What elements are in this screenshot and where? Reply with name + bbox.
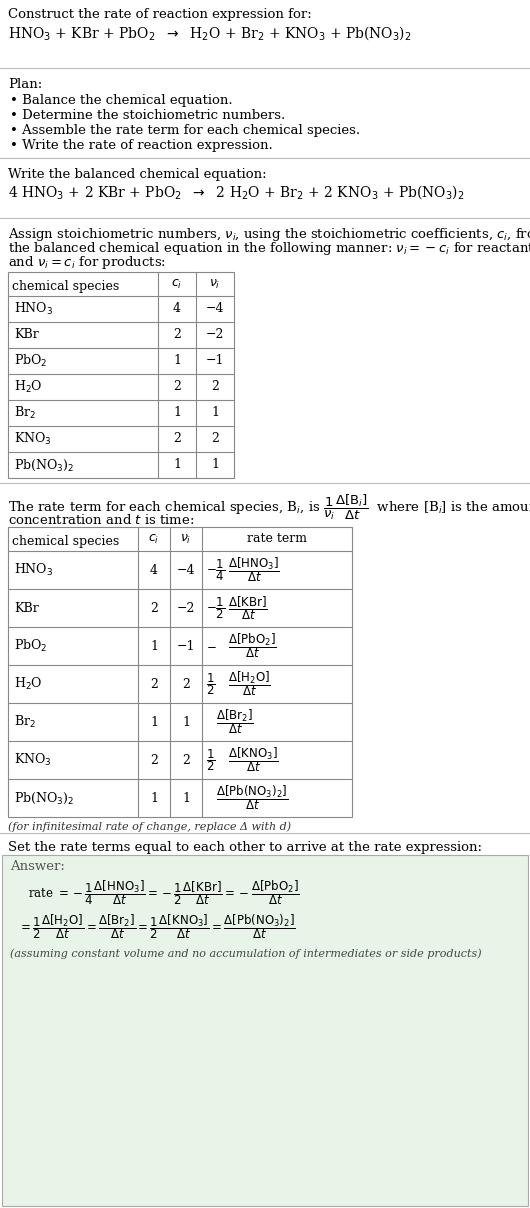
Text: $= \dfrac{1}{2}\dfrac{\Delta[\mathrm{H_2O}]}{\Delta t} = \dfrac{\Delta[\mathrm{B: $= \dfrac{1}{2}\dfrac{\Delta[\mathrm{H_2… xyxy=(18,912,296,941)
Text: −4: −4 xyxy=(206,302,224,315)
Text: HNO$_3$: HNO$_3$ xyxy=(14,301,53,316)
Text: KBr: KBr xyxy=(14,329,39,342)
Text: $\dfrac{\Delta[\mathrm{Pb(NO_3)_2}]}{\Delta t}$: $\dfrac{\Delta[\mathrm{Pb(NO_3)_2}]}{\De… xyxy=(216,784,288,813)
Text: 2: 2 xyxy=(182,754,190,767)
Text: $c_i$: $c_i$ xyxy=(148,533,160,546)
Text: −2: −2 xyxy=(177,602,195,615)
Text: 1: 1 xyxy=(150,639,158,652)
Text: $\dfrac{1}{2}$: $\dfrac{1}{2}$ xyxy=(206,748,216,773)
Text: H$_2$O: H$_2$O xyxy=(14,379,42,395)
Bar xyxy=(8,527,352,817)
Text: 1: 1 xyxy=(211,407,219,419)
Text: −2: −2 xyxy=(206,329,224,342)
Text: 2: 2 xyxy=(173,329,181,342)
Text: • Determine the stoichiometric numbers.: • Determine the stoichiometric numbers. xyxy=(10,109,285,122)
Text: • Assemble the rate term for each chemical species.: • Assemble the rate term for each chemic… xyxy=(10,124,360,137)
Text: HNO$_3$: HNO$_3$ xyxy=(14,562,53,579)
Text: the balanced chemical equation in the following manner: $\nu_i = -c_i$ for react: the balanced chemical equation in the fo… xyxy=(8,240,530,257)
Text: Plan:: Plan: xyxy=(8,79,42,91)
Text: $-\dfrac{1}{4}$: $-\dfrac{1}{4}$ xyxy=(206,557,225,582)
Text: 2: 2 xyxy=(150,678,158,691)
Text: (assuming constant volume and no accumulation of intermediates or side products): (assuming constant volume and no accumul… xyxy=(10,948,482,959)
Text: 1: 1 xyxy=(182,791,190,805)
Text: Pb(NO$_3$)$_2$: Pb(NO$_3$)$_2$ xyxy=(14,458,74,472)
Text: Br$_2$: Br$_2$ xyxy=(14,714,36,730)
Text: $\dfrac{1}{2}$: $\dfrac{1}{2}$ xyxy=(206,672,216,697)
Text: Construct the rate of reaction expression for:: Construct the rate of reaction expressio… xyxy=(8,8,312,21)
Text: $\dfrac{\Delta[\mathrm{KBr}]}{\Delta t}$: $\dfrac{\Delta[\mathrm{KBr}]}{\Delta t}$ xyxy=(228,594,268,622)
Text: Write the balanced chemical equation:: Write the balanced chemical equation: xyxy=(8,168,267,181)
Bar xyxy=(2,855,528,1206)
Text: rate $= -\dfrac{1}{4}\dfrac{\Delta[\mathrm{HNO_3}]}{\Delta t} = -\dfrac{1}{2}\df: rate $= -\dfrac{1}{4}\dfrac{\Delta[\math… xyxy=(28,878,300,907)
Text: 2: 2 xyxy=(173,432,181,446)
Text: KNO$_3$: KNO$_3$ xyxy=(14,431,51,447)
Text: $\nu_i$: $\nu_i$ xyxy=(209,278,220,291)
Text: 2: 2 xyxy=(211,432,219,446)
Text: $-$: $-$ xyxy=(206,639,217,652)
Text: HNO$_3$ + KBr + PbO$_2$  $\rightarrow$  H$_2$O + Br$_2$ + KNO$_3$ + Pb(NO$_3$)$_: HNO$_3$ + KBr + PbO$_2$ $\rightarrow$ H$… xyxy=(8,24,412,42)
Text: $\dfrac{\Delta[\mathrm{PbO_2}]}{\Delta t}$: $\dfrac{\Delta[\mathrm{PbO_2}]}{\Delta t… xyxy=(228,632,277,661)
Bar xyxy=(8,272,234,478)
Text: 4: 4 xyxy=(173,302,181,315)
Text: 4: 4 xyxy=(150,563,158,576)
Text: 1: 1 xyxy=(173,354,181,367)
Text: 2: 2 xyxy=(150,602,158,615)
Text: −1: −1 xyxy=(176,639,195,652)
Text: 2: 2 xyxy=(150,754,158,767)
Text: KNO$_3$: KNO$_3$ xyxy=(14,751,51,768)
Text: $-\dfrac{1}{2}$: $-\dfrac{1}{2}$ xyxy=(206,596,225,621)
Text: 2: 2 xyxy=(182,678,190,691)
Text: $\dfrac{\Delta[\mathrm{H_2O}]}{\Delta t}$: $\dfrac{\Delta[\mathrm{H_2O}]}{\Delta t}… xyxy=(228,669,271,698)
Text: rate term: rate term xyxy=(247,533,307,546)
Text: −4: −4 xyxy=(176,563,195,576)
Text: Br$_2$: Br$_2$ xyxy=(14,405,36,422)
Text: 1: 1 xyxy=(150,791,158,805)
Text: chemical species: chemical species xyxy=(12,280,119,294)
Text: 1: 1 xyxy=(173,459,181,471)
Text: Assign stoichiometric numbers, $\nu_i$, using the stoichiometric coefficients, $: Assign stoichiometric numbers, $\nu_i$, … xyxy=(8,226,530,243)
Text: Pb(NO$_3$)$_2$: Pb(NO$_3$)$_2$ xyxy=(14,790,74,806)
Text: $\dfrac{\Delta[\mathrm{KNO_3}]}{\Delta t}$: $\dfrac{\Delta[\mathrm{KNO_3}]}{\Delta t… xyxy=(228,745,279,774)
Text: 1: 1 xyxy=(211,459,219,471)
Text: concentration and $t$ is time:: concentration and $t$ is time: xyxy=(8,513,195,527)
Text: 1: 1 xyxy=(173,407,181,419)
Text: $\dfrac{\Delta[\mathrm{HNO_3}]}{\Delta t}$: $\dfrac{\Delta[\mathrm{HNO_3}]}{\Delta t… xyxy=(228,556,280,585)
Text: 4 HNO$_3$ + 2 KBr + PbO$_2$  $\rightarrow$  2 H$_2$O + Br$_2$ + 2 KNO$_3$ + Pb(N: 4 HNO$_3$ + 2 KBr + PbO$_2$ $\rightarrow… xyxy=(8,182,465,201)
Text: PbO$_2$: PbO$_2$ xyxy=(14,638,47,654)
Text: $c_i$: $c_i$ xyxy=(171,278,183,291)
Text: The rate term for each chemical species, B$_i$, is $\dfrac{1}{\nu_i}\dfrac{\Delt: The rate term for each chemical species,… xyxy=(8,493,530,522)
Text: 1: 1 xyxy=(182,715,190,728)
Text: $\dfrac{\Delta[\mathrm{Br_2}]}{\Delta t}$: $\dfrac{\Delta[\mathrm{Br_2}]}{\Delta t}… xyxy=(216,708,254,737)
Text: 2: 2 xyxy=(173,381,181,394)
Text: −1: −1 xyxy=(206,354,224,367)
Text: PbO$_2$: PbO$_2$ xyxy=(14,353,47,370)
Text: 1: 1 xyxy=(150,715,158,728)
Text: Answer:: Answer: xyxy=(10,860,65,873)
Text: H$_2$O: H$_2$O xyxy=(14,676,42,692)
Text: $\nu_i$: $\nu_i$ xyxy=(180,533,192,546)
Text: and $\nu_i = c_i$ for products:: and $\nu_i = c_i$ for products: xyxy=(8,254,166,271)
Text: KBr: KBr xyxy=(14,602,39,615)
Text: • Write the rate of reaction expression.: • Write the rate of reaction expression. xyxy=(10,139,273,152)
Text: chemical species: chemical species xyxy=(12,535,119,548)
Text: 2: 2 xyxy=(211,381,219,394)
Text: • Balance the chemical equation.: • Balance the chemical equation. xyxy=(10,94,233,108)
Text: Set the rate terms equal to each other to arrive at the rate expression:: Set the rate terms equal to each other t… xyxy=(8,841,482,854)
Text: (for infinitesimal rate of change, replace Δ with d): (for infinitesimal rate of change, repla… xyxy=(8,821,291,831)
